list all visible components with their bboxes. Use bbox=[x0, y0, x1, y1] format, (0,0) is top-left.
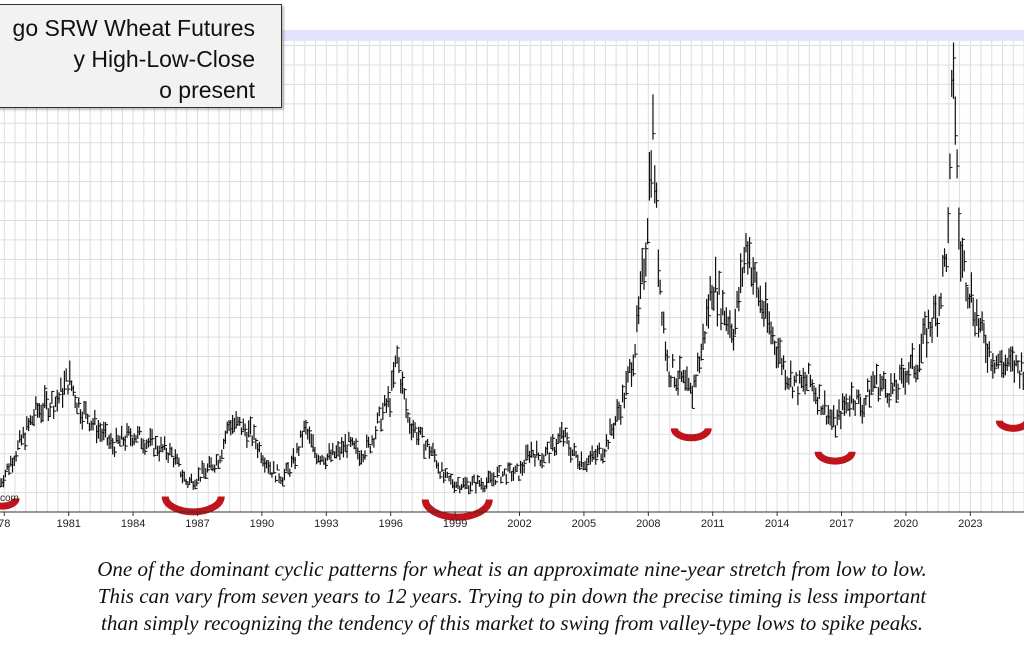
x-tick-label: 1990 bbox=[250, 518, 274, 530]
caption-line1: One of the dominant cyclic patterns for … bbox=[97, 557, 927, 581]
x-axis: 78 1981 1984 1987 1990 1993 1996 1999 2002 2005 20… bbox=[0, 511, 1024, 530]
x-tick-label: 78 bbox=[0, 518, 10, 530]
legend-title-line1: go SRW Wheat Futures bbox=[12, 15, 255, 41]
x-tick-label: 2023 bbox=[958, 518, 982, 530]
x-tick-label: 2020 bbox=[894, 518, 918, 530]
cycle-low-marker bbox=[995, 420, 1024, 432]
source-watermark: com bbox=[0, 493, 19, 504]
x-tick-label: 1996 bbox=[378, 518, 402, 530]
x-tick-label: 1981 bbox=[56, 518, 80, 530]
caption-line2: This can vary from seven years to 12 yea… bbox=[97, 584, 927, 608]
cycle-low-marker bbox=[421, 499, 493, 521]
cycle-low-marker bbox=[0, 497, 20, 510]
legend-title-line3: o present bbox=[159, 77, 255, 103]
price-bars bbox=[0, 42, 1024, 495]
x-tick-label: 2008 bbox=[636, 518, 660, 530]
x-tick-label: 1984 bbox=[121, 518, 145, 530]
caption-line3: than simply recognizing the tendency of … bbox=[101, 611, 923, 635]
cycle-low-marker bbox=[161, 495, 225, 516]
chart-legend-box: go SRW Wheat Futures y High-Low-Close o … bbox=[0, 4, 282, 108]
cycle-low-marker bbox=[814, 451, 856, 465]
x-tick-label: 2014 bbox=[765, 518, 789, 530]
x-tick-label: 1993 bbox=[314, 518, 338, 530]
legend-title-line2: y High-Low-Close bbox=[73, 46, 255, 72]
figure-caption: One of the dominant cyclic patterns for … bbox=[0, 556, 1024, 637]
chart-top-band bbox=[0, 30, 1024, 41]
x-tick-label: 2017 bbox=[829, 518, 853, 530]
cycle-low-markers bbox=[0, 420, 1024, 521]
x-tick-label: 2011 bbox=[701, 518, 725, 530]
x-tick-label: 2002 bbox=[507, 518, 531, 530]
cycle-low-marker bbox=[670, 427, 712, 442]
x-tick-label: 1999 bbox=[443, 518, 467, 530]
top-band bbox=[0, 30, 1024, 41]
x-tick-label: 1987 bbox=[185, 518, 209, 530]
x-tick-label: 2005 bbox=[572, 518, 596, 530]
